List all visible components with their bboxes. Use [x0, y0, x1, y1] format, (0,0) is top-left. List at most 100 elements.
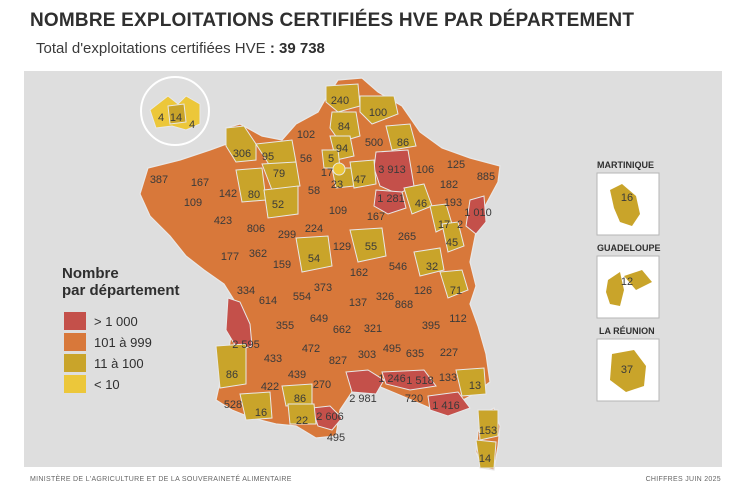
dept-value-label: 46 [415, 198, 427, 210]
legend-label: 101 à 999 [94, 334, 152, 350]
paris-inset-label: 4 [158, 112, 164, 124]
dept-value-label: 299 [278, 229, 296, 241]
dept-value-label: 167 [191, 177, 209, 189]
dept-value-label: 227 [440, 347, 458, 359]
legend-swatch [64, 375, 86, 393]
dept-value-label: 142 [219, 188, 237, 200]
legend-item-under-10: < 10 [64, 375, 120, 393]
overseas-title-guadeloupe: GUADELOUPE [597, 243, 661, 253]
dept-value-label: 265 [398, 231, 416, 243]
dept-value-label: 126 [414, 285, 432, 297]
dept-value-label: 422 [261, 381, 279, 393]
dept-value-label: 22 [296, 415, 308, 427]
legend-item-101-999: 101 à 999 [64, 333, 152, 351]
dept-value-label: 306 [233, 148, 251, 160]
legend-item-over-1000: > 1 000 [64, 312, 138, 330]
dept-value-label: 373 [314, 282, 332, 294]
dept-value-label: 55 [365, 241, 377, 253]
dept-value-label: 79 [273, 168, 285, 180]
total-value: 39 738 [279, 40, 325, 57]
dept-value-label: 1 281 [377, 193, 405, 205]
dept-value-label: 112 [449, 313, 467, 325]
dept-value-label: 2 595 [232, 339, 260, 351]
dept-value-label: 554 [293, 291, 311, 303]
dept-value-label: 224 [305, 223, 323, 235]
dept-value-label: 95 [262, 151, 274, 163]
overseas-value-label: 12 [621, 276, 633, 288]
dept-value-label: 102 [297, 129, 315, 141]
dept-value-label: 17 [321, 167, 333, 179]
dept-value-label: 662 [333, 324, 351, 336]
dept-value-label: 125 [447, 159, 465, 171]
dept-value-label: 439 [288, 369, 306, 381]
dept-value-label: 109 [329, 205, 347, 217]
dept-value-label: 433 [264, 353, 282, 365]
dept-value-label: 334 [237, 285, 255, 297]
overseas-value-label: 37 [621, 364, 633, 376]
dept-value-label: 303 [358, 349, 376, 361]
dept-value-label: 45 [446, 237, 458, 249]
subtitle-separator: : [265, 40, 279, 57]
dept-value-label: 58 [308, 185, 320, 197]
dept-value-label: 182 [440, 179, 458, 191]
dept-value-label: 2 606 [316, 411, 344, 423]
dept-value-label: 71 [450, 285, 462, 297]
page-title: NOMBRE EXPLOITATIONS CERTIFIÉES HVE PAR … [30, 10, 635, 31]
legend-title-line2: par département [62, 282, 180, 299]
dept-value-label: 177 [221, 251, 239, 263]
subtitle-text: Total d'exploitations certifiées HVE [36, 40, 266, 57]
dept-value-label: 52 [272, 199, 284, 211]
dept-value-label: 500 [365, 137, 383, 149]
dept-value-label: 635 [406, 348, 424, 360]
dept-value-label: 495 [383, 343, 401, 355]
dept-value-label: 423 [214, 215, 232, 227]
dept-value-label: 827 [329, 355, 347, 367]
dept-value-label: 326 [376, 291, 394, 303]
dept-value-label: 2 981 [349, 393, 377, 405]
paris-inset-label: 14 [170, 112, 182, 124]
footer-date: CHIFFRES JUIN 2025 [645, 476, 721, 483]
dept-value-label: 5 [328, 153, 334, 165]
dept-value-label: 1 416 [432, 400, 460, 412]
dept-value-label: 321 [364, 323, 382, 335]
dept-labels: 240 100 84 102 500 86 306 95 56 94 5 17 … [150, 95, 633, 465]
dept-value-label: 32 [426, 261, 438, 273]
dept-value-label: 546 [389, 261, 407, 273]
dept-dark-red [225, 149, 487, 431]
dept-value-label: 17 [438, 219, 450, 231]
paris-inset [140, 76, 210, 146]
dept-value-label: 47 [354, 174, 366, 186]
legend-swatch [64, 354, 86, 372]
dept-value-label: 868 [395, 299, 413, 311]
dept-value-label: 614 [259, 295, 277, 307]
legend-title-line1: Nombre [62, 265, 119, 282]
dept-value-label: 193 [444, 197, 462, 209]
paris-inset-label: 4 [189, 119, 195, 131]
overseas-title-reunion: LA RÉUNION [599, 326, 655, 336]
dept-value-label: 109 [184, 197, 202, 209]
dept-value-label: 54 [308, 253, 320, 265]
dept-value-label: 1 010 [464, 207, 492, 219]
legend-label: 11 à 100 [94, 355, 144, 371]
dept-value-label: 159 [273, 259, 291, 271]
dept-value-label: 472 [302, 343, 320, 355]
page-subtitle: Total d'exploitations certifiées HVE : 3… [36, 40, 325, 57]
dept-value-label: 86 [294, 393, 306, 405]
legend-label: < 10 [94, 376, 120, 392]
overseas-boxes [596, 172, 660, 402]
legend-swatch [64, 312, 86, 330]
dept-value-label: 16 [255, 407, 267, 419]
dept-value-label: 23 [331, 179, 343, 191]
dept-value-label: 495 [327, 432, 345, 444]
dept-value-label: 86 [226, 369, 238, 381]
dept-value-label: 270 [313, 379, 331, 391]
footer-source: MINISTÈRE DE L'AGRICULTURE ET DE LA SOUV… [30, 476, 292, 483]
overseas-title-martinique: MARTINIQUE [597, 160, 654, 170]
dept-value-label: 649 [310, 313, 328, 325]
dept-value-label: 395 [422, 320, 440, 332]
dept-value-label: 56 [300, 153, 312, 165]
dept-value-label: 885 [477, 171, 495, 183]
dept-value-label: 100 [369, 107, 387, 119]
dept-value-label: 129 [333, 241, 351, 253]
